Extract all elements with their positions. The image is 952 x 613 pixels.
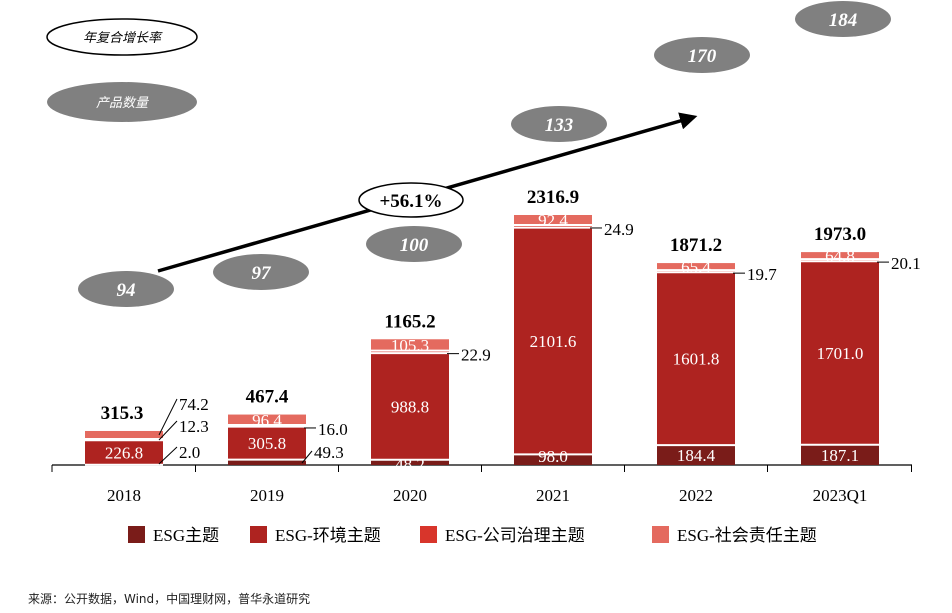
x-tick-label: 2021	[536, 486, 570, 505]
bar-value-label: 1601.8	[673, 350, 720, 369]
bar-value-label: 49.3	[314, 443, 344, 462]
bar-segment	[801, 252, 879, 260]
bar-segment	[657, 263, 735, 271]
product-count-ovals: 94 97 100 133 170 184	[78, 1, 891, 307]
cagr-oval	[358, 182, 464, 218]
cagr-value: +56.1%	[379, 191, 442, 212]
bar-value-label: 74.2	[179, 395, 209, 414]
bar-segment	[801, 444, 879, 465]
bar-total-label: 1871.2	[670, 235, 722, 256]
legend: ESG主题 ESG-环境主题 ESG-公司治理主题 ESG-社会责任主题	[128, 526, 817, 545]
legend-swatch	[420, 526, 437, 543]
bar-value-label: 24.9	[604, 220, 634, 239]
product-count-oval	[366, 226, 462, 262]
product-count-oval	[213, 254, 309, 290]
legend-label: ESG-环境主题	[275, 526, 381, 545]
bar-segment	[371, 353, 449, 460]
bar-value-label: 226.8	[105, 444, 143, 463]
x-tick-label: 2018	[107, 486, 141, 505]
bar-total-label: 467.4	[246, 387, 289, 408]
bar-area: 226.8 74.2 12.3 2.0 315.3 49.3 305.8 96.4 16.0 46…	[85, 187, 921, 474]
bar-segment	[657, 445, 735, 465]
legend-swatch	[250, 526, 267, 543]
bar-value-label: 20.1	[891, 254, 921, 273]
bar-total-label: 1165.2	[384, 311, 435, 332]
bar-value-label: 48.2	[395, 455, 425, 474]
callout-line	[301, 450, 313, 464]
bar-value-label: 305.8	[248, 434, 286, 453]
bar-segment	[85, 430, 163, 439]
bar-segment	[514, 215, 592, 225]
bar-total-label: 315.3	[101, 403, 144, 424]
bar-segment	[228, 426, 306, 460]
product-count-oval	[795, 1, 891, 37]
source-note: 来源：公开数据，Wind，中国理财网，普华永道研究	[28, 592, 311, 606]
product-count-label: 133	[545, 115, 574, 136]
count-legend-oval	[47, 82, 197, 122]
bar-segment	[228, 414, 306, 425]
bar-total-label: 1973.0	[814, 224, 866, 245]
x-tick-label: 2020	[393, 486, 427, 505]
product-count-label: 170	[688, 46, 717, 67]
product-count-label: 94	[117, 280, 136, 301]
bar-value-label: 988.8	[391, 397, 429, 416]
x-tick-label: 2019	[250, 486, 284, 505]
bar-segment	[228, 459, 306, 465]
bar-segment	[85, 440, 163, 465]
product-count-label: 184	[829, 10, 858, 31]
bar-segment	[371, 339, 449, 351]
callout-line	[158, 420, 178, 441]
bar-value-label: 184.4	[677, 446, 716, 465]
legend-label: ESG-公司治理主题	[445, 526, 585, 545]
product-count-oval	[654, 37, 750, 73]
bar-value-label: 105.3	[391, 336, 429, 355]
product-count-oval	[78, 271, 174, 307]
bar-value-label: 65.4	[681, 258, 711, 277]
bar-value-label: 16.0	[318, 420, 348, 439]
callout-line	[158, 398, 178, 436]
bar-segment	[514, 454, 592, 465]
bar-segment	[657, 272, 735, 446]
bar-total-label: 2316.9	[527, 187, 579, 208]
bar-value-label: 92.4	[538, 211, 568, 230]
x-axis: 2018 2019 2020 2021 2022 2023Q1	[51, 464, 912, 505]
bar-value-label: 1701.0	[817, 344, 864, 363]
bar-segment	[371, 459, 449, 465]
x-tick-label: 2022	[679, 486, 713, 505]
legend-swatch	[128, 526, 145, 543]
bar-value-label: 64.8	[825, 247, 855, 266]
bar-value-label: 187.1	[821, 446, 859, 465]
callout-line	[158, 446, 178, 465]
cagr-legend-label: 年复合增长率	[83, 30, 163, 46]
legend-swatch	[652, 526, 669, 543]
bar-segment	[801, 259, 879, 262]
count-legend-label: 产品数量	[96, 96, 150, 111]
product-count-label: 100	[400, 235, 429, 256]
legend-label: ESG主题	[153, 526, 219, 545]
cagr-legend-oval	[46, 18, 198, 56]
bar-segment	[801, 261, 879, 445]
legend-label: ESG-社会责任主题	[677, 526, 817, 545]
bar-value-label: 12.3	[179, 417, 209, 436]
bar-value-label: 2.0	[179, 443, 200, 462]
bar-value-label: 98.0	[538, 447, 568, 466]
bar-value-label: 19.7	[747, 265, 777, 284]
bar-segment	[514, 224, 592, 228]
product-count-label: 97	[252, 263, 273, 284]
bar-value-label: 22.9	[461, 346, 491, 365]
product-count-oval	[511, 106, 607, 142]
bar-segment	[514, 227, 592, 455]
x-tick-label: 2023Q1	[813, 486, 868, 505]
bar-value-label: 2101.6	[530, 332, 577, 351]
bar-segment	[657, 270, 735, 273]
bar-value-label: 96.4	[252, 411, 282, 430]
bar-segment	[371, 350, 449, 354]
